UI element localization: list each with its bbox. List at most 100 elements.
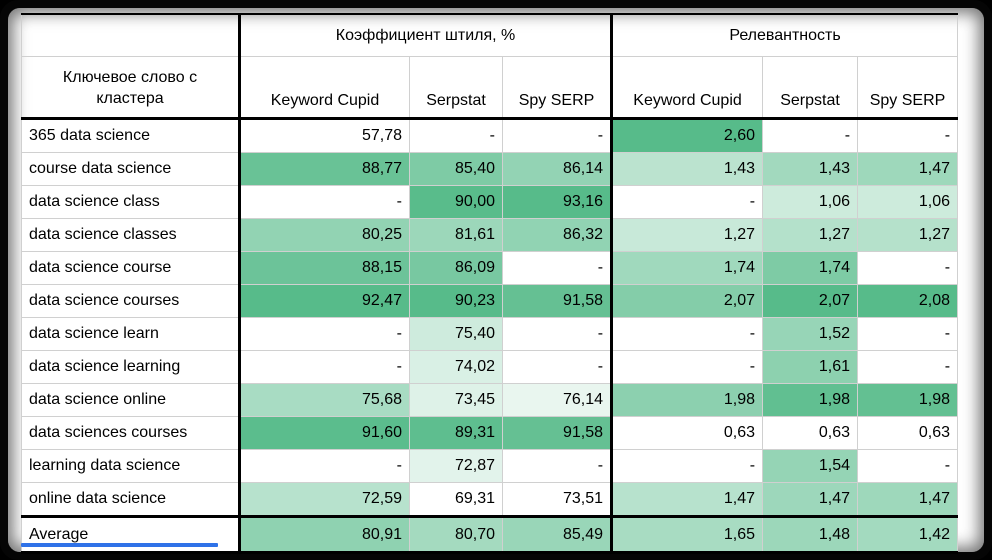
value-cell[interactable]: 91,58 xyxy=(501,284,613,318)
value-cell[interactable]: 1,54 xyxy=(762,449,859,483)
value-cell[interactable]: 1,74 xyxy=(610,251,764,285)
value-cell[interactable]: 86,14 xyxy=(501,152,613,186)
corner-header-cell[interactable]: Ключевое слово с кластера xyxy=(21,56,240,120)
col-header-serpstat-1[interactable]: Serpstat xyxy=(409,56,503,120)
value-cell[interactable]: 1,47 xyxy=(857,482,959,517)
col-header-spyserp-2[interactable]: Spy SERP xyxy=(857,56,959,120)
col-header-spyserp-1[interactable]: Spy SERP xyxy=(501,56,613,120)
value-cell[interactable]: 86,32 xyxy=(501,218,613,252)
value-cell[interactable]: 76,14 xyxy=(501,383,613,417)
col-header-keyword-cupid-2[interactable]: Keyword Cupid xyxy=(610,56,764,120)
value-cell[interactable]: 74,02 xyxy=(409,350,503,384)
value-cell[interactable]: 1,98 xyxy=(762,383,859,417)
value-cell[interactable]: 80,70 xyxy=(409,515,503,554)
value-cell[interactable]: - xyxy=(762,118,859,153)
value-cell[interactable]: 1,47 xyxy=(762,482,859,517)
value-cell[interactable]: 1,06 xyxy=(857,185,959,219)
value-cell[interactable]: - xyxy=(857,317,959,351)
value-cell[interactable]: 88,15 xyxy=(238,251,410,285)
value-cell[interactable]: 73,45 xyxy=(409,383,503,417)
value-cell[interactable]: - xyxy=(857,350,959,384)
value-cell[interactable]: 91,60 xyxy=(238,416,410,450)
value-cell[interactable]: 1,61 xyxy=(762,350,859,384)
row-label-cell[interactable]: data science classes xyxy=(21,218,240,252)
value-cell[interactable]: 80,25 xyxy=(238,218,410,252)
value-cell[interactable]: 1,47 xyxy=(610,482,764,517)
value-cell[interactable]: - xyxy=(238,350,410,384)
corner-empty-cell[interactable] xyxy=(21,13,240,57)
value-cell[interactable]: - xyxy=(610,449,764,483)
value-cell[interactable]: - xyxy=(409,118,503,153)
value-cell[interactable]: 0,63 xyxy=(762,416,859,450)
value-cell[interactable]: 2,07 xyxy=(762,284,859,318)
value-cell[interactable]: 81,61 xyxy=(409,218,503,252)
value-cell[interactable]: 1,48 xyxy=(762,515,859,554)
value-cell[interactable]: 93,16 xyxy=(501,185,613,219)
value-cell[interactable]: 1,43 xyxy=(610,152,764,186)
value-cell[interactable]: - xyxy=(238,317,410,351)
value-cell[interactable]: - xyxy=(610,185,764,219)
value-cell[interactable]: 90,00 xyxy=(409,185,503,219)
value-cell[interactable]: 2,60 xyxy=(610,118,764,153)
value-cell[interactable]: 1,74 xyxy=(762,251,859,285)
value-cell[interactable]: 85,49 xyxy=(501,515,613,554)
value-cell[interactable]: 72,87 xyxy=(409,449,503,483)
row-label-cell[interactable]: data science learn xyxy=(21,317,240,351)
value-cell[interactable]: 0,63 xyxy=(610,416,764,450)
value-cell[interactable]: 72,59 xyxy=(238,482,410,517)
row-label-cell[interactable]: data science online xyxy=(21,383,240,417)
value-cell[interactable]: 1,27 xyxy=(610,218,764,252)
value-cell[interactable]: 57,78 xyxy=(238,118,410,153)
value-cell[interactable]: 2,07 xyxy=(610,284,764,318)
value-cell[interactable]: 1,98 xyxy=(857,383,959,417)
col-header-serpstat-2[interactable]: Serpstat xyxy=(762,56,859,120)
value-cell[interactable]: - xyxy=(857,118,959,153)
value-cell[interactable]: 88,77 xyxy=(238,152,410,186)
value-cell[interactable]: 1,42 xyxy=(857,515,959,554)
value-cell[interactable]: 1,27 xyxy=(857,218,959,252)
value-cell[interactable]: 91,58 xyxy=(501,416,613,450)
row-label-cell[interactable]: learning data science xyxy=(21,449,240,483)
row-label-cell[interactable]: data science class xyxy=(21,185,240,219)
value-cell[interactable]: - xyxy=(501,317,613,351)
col-header-keyword-cupid-1[interactable]: Keyword Cupid xyxy=(238,56,410,120)
row-label-cell[interactable]: data science learning xyxy=(21,350,240,384)
value-cell[interactable]: - xyxy=(610,350,764,384)
value-cell[interactable]: 75,68 xyxy=(238,383,410,417)
value-cell[interactable]: 2,08 xyxy=(857,284,959,318)
value-cell[interactable]: 1,98 xyxy=(610,383,764,417)
value-cell[interactable]: - xyxy=(857,251,959,285)
value-cell[interactable]: - xyxy=(610,317,764,351)
value-cell[interactable]: 1,27 xyxy=(762,218,859,252)
value-cell[interactable]: - xyxy=(501,350,613,384)
value-cell[interactable]: 1,52 xyxy=(762,317,859,351)
value-cell[interactable]: - xyxy=(238,449,410,483)
value-cell[interactable]: 85,40 xyxy=(409,152,503,186)
row-label-cell[interactable]: data science courses xyxy=(21,284,240,318)
value-cell[interactable]: - xyxy=(238,185,410,219)
value-cell[interactable]: - xyxy=(501,449,613,483)
value-cell[interactable]: 69,31 xyxy=(409,482,503,517)
value-cell[interactable]: 1,47 xyxy=(857,152,959,186)
value-cell[interactable]: 73,51 xyxy=(501,482,613,517)
row-label-cell[interactable]: 365 data science xyxy=(21,118,240,153)
value-cell[interactable]: 90,23 xyxy=(409,284,503,318)
row-label-cell[interactable]: course data science xyxy=(21,152,240,186)
value-cell[interactable]: 92,47 xyxy=(238,284,410,318)
value-cell[interactable]: 1,06 xyxy=(762,185,859,219)
value-cell[interactable]: - xyxy=(501,251,613,285)
value-cell[interactable]: 86,09 xyxy=(409,251,503,285)
value-cell[interactable]: 75,40 xyxy=(409,317,503,351)
value-cell[interactable]: 0,63 xyxy=(857,416,959,450)
row-label-cell[interactable]: data sciences courses xyxy=(21,416,240,450)
value-cell[interactable]: - xyxy=(501,118,613,153)
average-label-cell[interactable]: Average xyxy=(21,515,240,554)
value-cell[interactable]: 89,31 xyxy=(409,416,503,450)
row-label-cell[interactable]: data science course xyxy=(21,251,240,285)
group-header-shtil[interactable]: Коэффициент штиля, % xyxy=(237,13,613,57)
value-cell[interactable]: - xyxy=(857,449,959,483)
group-header-relevance[interactable]: Релевантность xyxy=(610,13,959,57)
value-cell[interactable]: 80,91 xyxy=(238,515,410,554)
value-cell[interactable]: 1,65 xyxy=(610,515,764,554)
row-label-cell[interactable]: online data science xyxy=(21,482,240,517)
